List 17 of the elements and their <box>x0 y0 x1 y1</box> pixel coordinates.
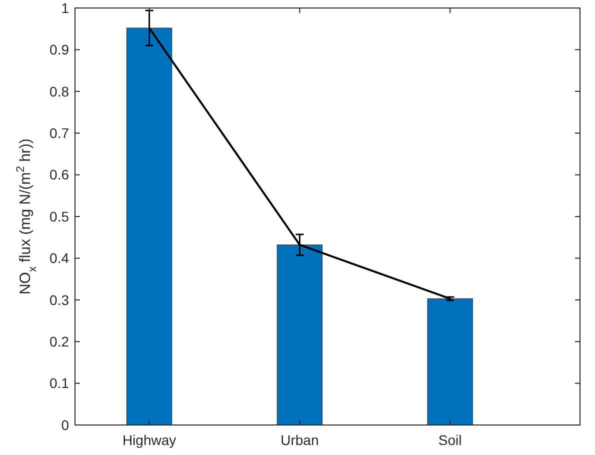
y-tick-label: 0.8 <box>50 83 70 100</box>
bar <box>126 28 172 426</box>
y-tick-label: 0 <box>61 416 70 433</box>
y-tick-label: 0.2 <box>50 334 70 350</box>
y-tick-label: 0.6 <box>50 166 70 183</box>
x-tick-label: Soil <box>438 432 462 448</box>
y-tick-label: 0.4 <box>50 250 70 266</box>
bar <box>427 298 473 426</box>
y-tick-label: 0.3 <box>50 292 70 308</box>
x-tick-label: Urban <box>280 432 319 448</box>
bar <box>276 244 323 426</box>
y-tick-label: 0.9 <box>50 42 70 58</box>
y-tick-label: 1 <box>61 0 70 16</box>
y-tick-label: 0.7 <box>50 125 70 141</box>
y-tick-label: 0.1 <box>50 375 70 392</box>
x-tick-label: Highway <box>122 432 176 448</box>
y-tick-label: 0.5 <box>50 208 70 224</box>
